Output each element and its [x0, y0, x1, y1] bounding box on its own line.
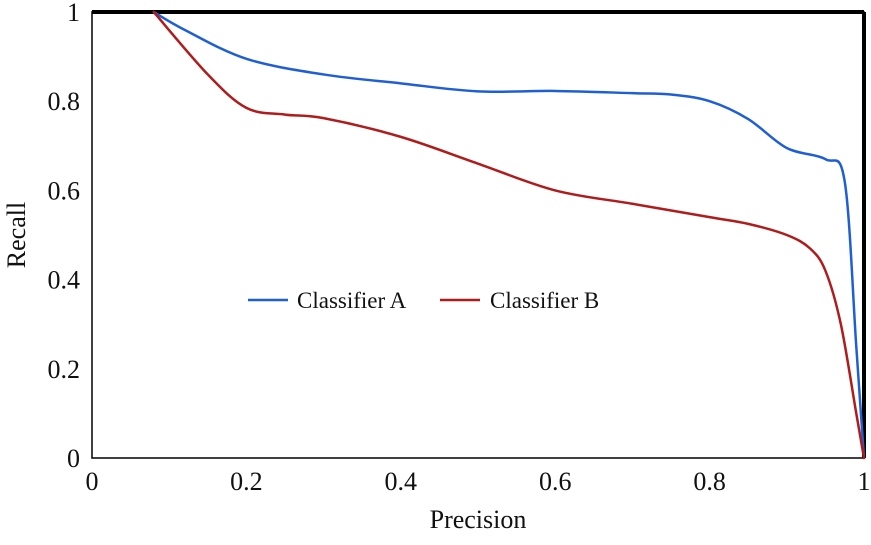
- y-tick-label: 0.4: [48, 266, 81, 295]
- x-tick-label: 0: [86, 467, 99, 496]
- y-tick-label: 1: [67, 0, 80, 27]
- x-tick-label: 1: [858, 467, 871, 496]
- legend-label-classifier-a: Classifier A: [297, 288, 407, 313]
- x-axis-title: Precision: [430, 505, 527, 534]
- x-tick-label: 0.6: [539, 467, 572, 496]
- y-axis-title: Recall: [2, 202, 31, 268]
- series-layer: [152, 10, 866, 460]
- x-tick-label: 0.2: [230, 467, 263, 496]
- x-tick-label: 0.4: [385, 467, 418, 496]
- y-axis-ticks: 0 0.2 0.4 0.6 0.8 1: [48, 0, 81, 473]
- legend: Classifier A Classifier B: [248, 288, 599, 313]
- y-tick-label: 0: [67, 444, 80, 473]
- series-line-classifier-a: [152, 10, 866, 460]
- x-tick-label: 0.8: [693, 467, 726, 496]
- y-tick-label: 0.2: [48, 355, 81, 384]
- y-tick-label: 0.6: [48, 176, 81, 205]
- series-line-classifier-b: [152, 10, 866, 460]
- legend-label-classifier-b: Classifier B: [490, 288, 599, 313]
- y-tick-label: 0.8: [48, 87, 81, 116]
- x-axis-ticks: 0 0.2 0.4 0.6 0.8 1: [86, 467, 871, 496]
